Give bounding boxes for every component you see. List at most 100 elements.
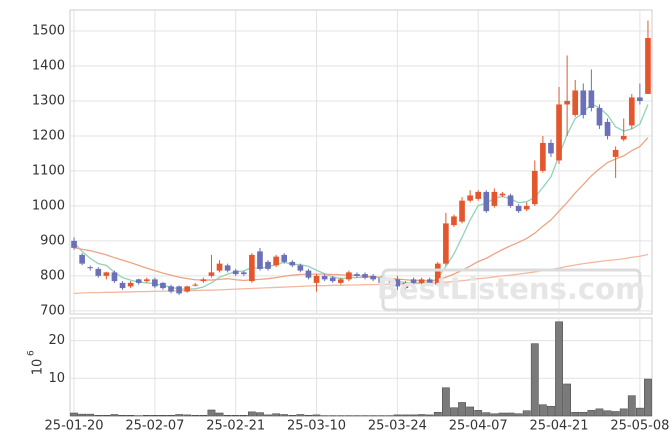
candle-body [297, 265, 304, 271]
candle-body [168, 286, 174, 292]
volume-bar [256, 412, 264, 417]
candle-body [224, 265, 231, 271]
candle-body [71, 240, 77, 248]
volume-bar [627, 395, 636, 417]
candle-body [467, 195, 473, 201]
candle-body [548, 142, 554, 154]
volume-bar [482, 412, 491, 417]
candle-body [645, 37, 651, 94]
candle-body [580, 90, 587, 115]
volume-bar [231, 414, 240, 417]
candle-body [208, 272, 215, 276]
volume-bar [86, 413, 95, 417]
candle-body [337, 279, 344, 283]
candle-body [612, 149, 619, 157]
watermark: BestListens.com [377, 272, 645, 306]
y-axis-label-base: 10 [31, 359, 46, 376]
candle-body [216, 263, 223, 271]
y-tick-label: 1400 [32, 58, 65, 73]
volume-bar [272, 413, 281, 417]
candle-body [200, 279, 207, 282]
volume-bar [547, 405, 555, 417]
x-tick-label: 25-03-24 [368, 419, 427, 434]
candle-body [483, 191, 490, 212]
volume-bar [159, 414, 167, 417]
x-tick-label: 25-05-08 [610, 419, 669, 434]
volume-bar [199, 414, 208, 417]
x-tick-label: 25-02-21 [206, 419, 265, 434]
candle-body [127, 282, 134, 287]
y-tick-label: 700 [40, 303, 65, 318]
volume-bar [401, 414, 410, 417]
candle-body [378, 277, 385, 283]
volume-bar [425, 414, 434, 417]
x-tick-label: 25-03-10 [287, 419, 346, 434]
volume-bar [239, 414, 248, 417]
y-tick-label: 1500 [32, 23, 65, 38]
volume-bar [611, 411, 620, 417]
volume-bar [587, 410, 596, 417]
y-tick-label: 1300 [32, 93, 65, 108]
volume-bar [474, 410, 483, 417]
candle-body [232, 270, 239, 275]
candle-body [273, 256, 279, 266]
x-tick-label: 25-02-07 [125, 419, 184, 434]
volume-bar [498, 412, 507, 417]
candle-body [103, 272, 110, 276]
volume-bar [223, 414, 232, 417]
candle-body [160, 282, 166, 289]
candle-body [394, 279, 401, 287]
candle-body [321, 275, 328, 280]
candle-body [354, 274, 360, 276]
volume-bar [183, 414, 192, 417]
volume-bar [288, 414, 297, 417]
volume-bar [506, 412, 515, 417]
candle-body [572, 90, 579, 115]
candle-body [604, 121, 611, 136]
candle-body [95, 268, 102, 276]
candle-body [119, 282, 126, 289]
candle-body [556, 104, 562, 161]
plot-layer [69, 9, 653, 417]
volume-bar [555, 321, 563, 417]
candle-body [426, 279, 433, 283]
candle-body [410, 279, 417, 283]
candle-body [79, 254, 85, 264]
candle-body [192, 284, 199, 286]
candle-body [443, 223, 449, 264]
candle-body [515, 205, 522, 212]
volume-bar [207, 409, 216, 417]
candle-body [313, 275, 320, 283]
candle-body [152, 279, 158, 287]
volume-bar [563, 383, 572, 417]
candle-body [451, 216, 457, 226]
candle-body [281, 254, 288, 262]
candle-body [176, 286, 182, 294]
candle-body [370, 275, 376, 280]
volume-bar [78, 413, 87, 417]
y-tick-label: 900 [40, 233, 65, 248]
volume-bar [514, 413, 523, 417]
candle-body [362, 274, 368, 278]
volume-bar [595, 408, 604, 417]
watermark-group: BestListens.com [377, 268, 645, 312]
candle-body [459, 200, 465, 222]
y-tick-label: 1200 [32, 128, 65, 143]
volume-bar [150, 414, 159, 417]
y-axis-label-exponent: 6 [27, 350, 37, 356]
candle-body [499, 193, 506, 196]
volume-bar [466, 406, 475, 417]
volume-bar [296, 414, 305, 417]
volume-bar [538, 404, 547, 417]
candle-body [523, 205, 530, 210]
candle-body [305, 270, 312, 278]
candle-body [386, 279, 393, 282]
volume-bar [102, 414, 111, 417]
y-tick-label: 800 [40, 268, 65, 283]
volume-bar [94, 414, 103, 417]
volume-bar [215, 412, 224, 417]
volume-bar [409, 414, 418, 417]
volume-bar [312, 414, 321, 417]
volume-bar [191, 414, 200, 417]
